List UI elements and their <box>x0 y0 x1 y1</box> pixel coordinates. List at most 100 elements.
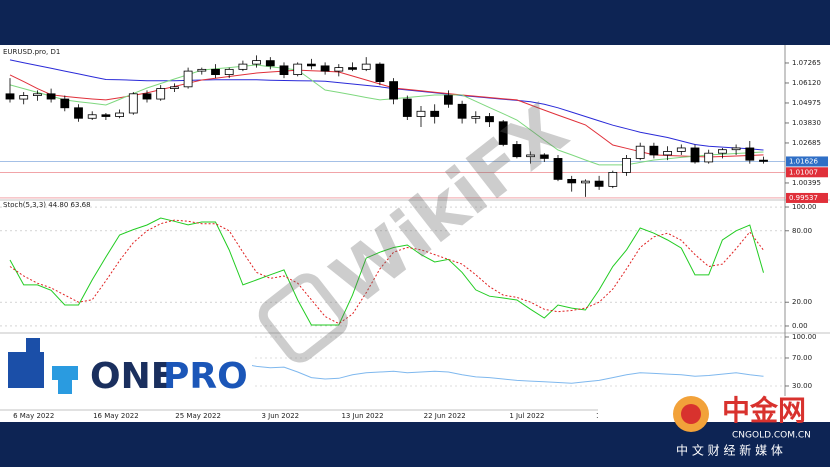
series-line <box>9 64 764 166</box>
candle-body <box>375 63 385 82</box>
candle-body <box>759 159 768 162</box>
x-tick-label: 6 May 2022 <box>13 412 54 420</box>
x-tick-label: 13 Jun 2022 <box>341 412 383 420</box>
x-tick-label: 3 Jun 2022 <box>261 412 299 420</box>
candle-body <box>306 63 316 67</box>
candle-body <box>443 95 453 105</box>
brand-pro: PRO <box>163 356 248 397</box>
candle-body <box>252 60 262 65</box>
candle-body <box>402 98 412 117</box>
onepro-logo: ONE PRO <box>0 334 252 398</box>
candle-body <box>416 110 426 117</box>
y-tick-label: 1.03830 <box>792 119 821 127</box>
y-tick-label: 20.00 <box>792 298 812 306</box>
x-tick-label: 16 May 2022 <box>93 412 139 420</box>
candle-body <box>704 152 714 163</box>
candle-body <box>60 98 70 109</box>
y-tick-label: 30.00 <box>792 382 812 390</box>
cngold-slogan: 中 文 财 经 新 媒 体 <box>676 443 783 458</box>
candle-body <box>128 93 138 114</box>
cngold-logo: 中金网 CNGOLD.COM.CN 中 文 财 经 新 媒 体 <box>598 394 830 458</box>
plot: 1.07265 1.06120 1.04975 1.03830 1.02685 1.003… <box>0 48 830 420</box>
candle-body <box>5 93 15 100</box>
y-tick-label: 0.00 <box>792 322 808 330</box>
candle-body <box>622 158 631 173</box>
panel-title: EURUSD.pro, D1 <box>3 48 60 56</box>
level-tag <box>786 192 828 203</box>
logo-bg <box>598 396 830 422</box>
y-tick-label: 80.00 <box>792 227 812 235</box>
y-tick-label: 1.06120 <box>792 79 821 87</box>
cngold-domain: CNGOLD.COM.CN <box>732 431 811 441</box>
candle-body <box>731 147 741 151</box>
candle-body <box>74 107 83 119</box>
y-tick-label: 1.00395 <box>792 179 821 187</box>
y-tick-label: 100.00 <box>792 203 817 211</box>
candle-body <box>485 116 494 123</box>
y-tick-label: 100.00 <box>792 333 817 341</box>
candle-body <box>608 172 618 187</box>
x-tick-label: 1 Jul 2022 <box>509 412 544 420</box>
candle-body <box>46 93 56 100</box>
candle-body <box>567 178 577 184</box>
candle-body <box>224 68 234 75</box>
x-tick-label: 25 May 2022 <box>175 412 221 420</box>
candle-body <box>197 68 207 72</box>
candle-body <box>498 121 508 145</box>
candle-body <box>33 93 42 96</box>
candle-body <box>348 67 357 70</box>
candle-body <box>539 154 549 159</box>
y-tick-label: 1.02685 <box>792 139 821 147</box>
candle-body <box>526 154 535 158</box>
candle-body <box>663 151 672 156</box>
candle-body <box>211 68 220 75</box>
candle-body <box>553 158 563 180</box>
candle-body <box>293 63 303 75</box>
level-label: 1.01626 <box>789 157 818 165</box>
candle-body <box>649 145 659 156</box>
cngold-name: 中金网 <box>722 394 806 427</box>
candle-body <box>718 149 727 154</box>
panel-title: Stoch(5,3,3) 44.80 63.68 <box>3 201 91 209</box>
candle-body <box>265 60 275 67</box>
y-tick-label: 1.07265 <box>792 59 821 67</box>
x-tick-label: 22 Jun 2022 <box>424 412 466 420</box>
y-tick-label: 1.04975 <box>792 99 821 107</box>
candle-body <box>389 81 399 100</box>
watermark-icon <box>258 273 348 363</box>
candle-body <box>361 63 371 70</box>
level-tag <box>786 167 828 178</box>
candle-body <box>581 180 590 184</box>
series-line <box>9 219 764 325</box>
candle-body <box>457 103 467 119</box>
candle-body <box>101 114 111 117</box>
candle-body <box>690 147 700 163</box>
series-line <box>9 59 764 151</box>
candle-body <box>156 88 166 100</box>
y-tick-label: 70.00 <box>792 354 812 362</box>
candle-body <box>676 147 686 152</box>
candle-body <box>19 95 29 100</box>
candle-body <box>745 147 755 161</box>
level-label: 1.01007 <box>789 168 818 176</box>
logo-circle <box>681 404 701 424</box>
candle-body <box>115 112 124 117</box>
candle-body <box>320 65 330 72</box>
series-line <box>9 217 764 326</box>
candle-body <box>635 145 645 159</box>
candle-body <box>279 65 289 75</box>
candle-body <box>142 93 152 100</box>
candle-body <box>430 110 440 117</box>
candle-body <box>238 63 248 70</box>
candle-body <box>471 116 481 119</box>
logo-block <box>26 338 40 360</box>
candle-body <box>169 86 179 89</box>
brand-one: ONE <box>90 356 175 397</box>
candle-body <box>334 67 344 72</box>
candle-body <box>594 180 604 187</box>
candle-body <box>87 114 97 119</box>
candle-body <box>512 144 522 158</box>
candle-body <box>183 70 193 88</box>
